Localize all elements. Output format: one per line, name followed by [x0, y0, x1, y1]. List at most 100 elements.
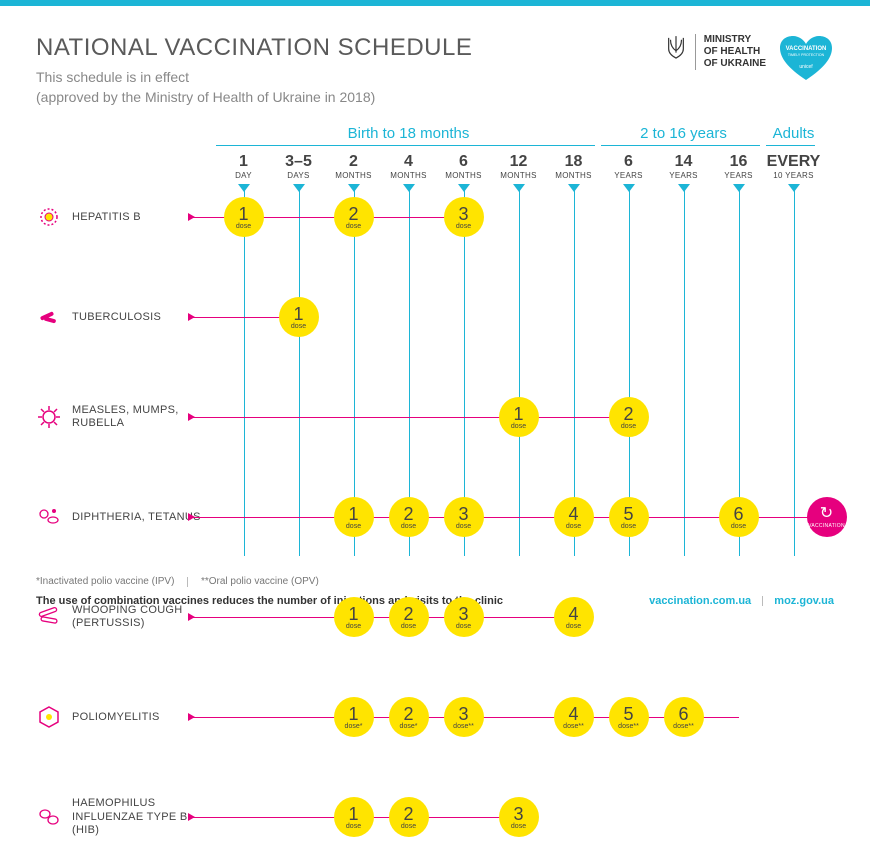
- dose-number: 1: [513, 405, 523, 423]
- age-number: 4: [381, 154, 436, 170]
- dose-number: 4: [568, 705, 578, 723]
- svg-text:TIMELY PROTECTION: TIMELY PROTECTION: [788, 53, 825, 57]
- revaccination-label: VACCINATION: [808, 523, 845, 529]
- dose-marker: 4dose**: [554, 697, 594, 737]
- dose-marker: 1dose*: [334, 697, 374, 737]
- dose-number: 3: [458, 505, 468, 523]
- grid: HEPATITIS B1dose2dose3dose TUBERCULOSIS1…: [36, 192, 834, 562]
- dose-label: dose: [346, 823, 361, 830]
- header: NATIONAL VACCINATION SCHEDULE This sched…: [36, 34, 834, 107]
- bacilli-icon: [36, 304, 62, 330]
- dose-marker: 2dose: [389, 797, 429, 837]
- dose-marker: 1dose: [224, 197, 264, 237]
- dose-label: dose: [291, 323, 306, 330]
- page-title: NATIONAL VACCINATION SCHEDULE: [36, 34, 472, 62]
- footnote-opv: **Oral polio vaccine (OPV): [201, 576, 319, 587]
- age-header: 1 DAY 3–5 DAYS 2 MONTHS 4 MONTHS 6 MONTH…: [216, 144, 834, 192]
- dose-number: 3: [458, 205, 468, 223]
- age-unit: YEARS: [601, 171, 656, 180]
- vaccine-row: TUBERCULOSIS 1dose: [36, 292, 834, 342]
- vaccination-badge: VACCINATION TIMELY PROTECTION unicef: [778, 34, 834, 82]
- dose-number: 2: [623, 405, 633, 423]
- dose-number: 2: [403, 605, 413, 623]
- dose-number: 3: [458, 605, 468, 623]
- revaccination-marker: ↻VACCINATION: [807, 497, 847, 537]
- age-unit: MONTHS: [326, 171, 381, 180]
- age-number: 2: [326, 154, 381, 170]
- age-number: 1: [216, 154, 271, 170]
- age-unit: MONTHS: [546, 171, 601, 180]
- vaccine-name: DIPHTHERIA, TETANUS: [72, 511, 201, 524]
- age-group-label: 2 to 16 years: [601, 125, 766, 142]
- dose-number: 6: [678, 705, 688, 723]
- dose-number: 1: [348, 605, 358, 623]
- age-unit: YEARS: [711, 171, 766, 180]
- rods-icon: [36, 604, 62, 630]
- trident-icon: [665, 34, 687, 62]
- virus-circle-icon: [36, 204, 62, 230]
- dose-label: dose: [236, 223, 251, 230]
- ministry-logo: MINISTRY OF HEALTH OF UKRAINE: [665, 34, 766, 70]
- dose-number: 5: [623, 505, 633, 523]
- timeline-line: [188, 417, 629, 418]
- dose-label: dose: [566, 623, 581, 630]
- dose-label: dose: [346, 223, 361, 230]
- dose-marker: 5dose**: [609, 697, 649, 737]
- dose-label: dose: [456, 223, 471, 230]
- age-unit: MONTHS: [381, 171, 436, 180]
- dose-number: 1: [348, 805, 358, 823]
- dose-number: 4: [568, 605, 578, 623]
- footnote-ipv: *Inactivated polio vaccine (IPV): [36, 576, 174, 587]
- dose-label: dose**: [673, 723, 694, 730]
- dose-label: dose: [621, 423, 636, 430]
- dose-label: dose: [401, 623, 416, 630]
- dose-marker: 1dose: [334, 797, 374, 837]
- vaccine-row: WHOOPING COUGH (PERTUSSIS)1dose2dose3dos…: [36, 592, 834, 642]
- age-unit: MONTHS: [491, 171, 546, 180]
- dose-label: dose: [511, 423, 526, 430]
- vaccine-row: HEPATITIS B1dose2dose3dose: [36, 192, 834, 242]
- arrow-icon: [188, 813, 195, 821]
- age-unit: 10 YEARS: [766, 171, 821, 180]
- dose-label: dose: [401, 523, 416, 530]
- dose-marker: 5dose: [609, 497, 649, 537]
- arrow-icon: [188, 513, 195, 521]
- dose-label: dose: [346, 623, 361, 630]
- dose-label: dose*: [345, 723, 363, 730]
- ministry-text: MINISTRY OF HEALTH OF UKRAINE: [695, 34, 766, 70]
- dose-label: dose: [566, 523, 581, 530]
- dose-marker: 1dose: [279, 297, 319, 337]
- page-subtitle: This schedule is in effect (approved by …: [36, 68, 472, 107]
- age-unit: MONTHS: [436, 171, 491, 180]
- dose-number: 1: [348, 705, 358, 723]
- dose-number: 2: [403, 805, 413, 823]
- age-number: 12: [491, 154, 546, 170]
- logos: MINISTRY OF HEALTH OF UKRAINE VACCINATIO…: [665, 34, 834, 82]
- vaccine-row: HAEMOPHILUS INFLUENZAE TYPE B (HIB)1dose…: [36, 792, 834, 842]
- dose-marker: 2dose: [389, 497, 429, 537]
- svg-text:unicef: unicef: [799, 64, 813, 70]
- dose-label: dose: [456, 623, 471, 630]
- dose-number: 5: [623, 705, 633, 723]
- dose-marker: 6dose: [719, 497, 759, 537]
- age-group-label: Adults: [766, 125, 821, 142]
- heart-icon: VACCINATION TIMELY PROTECTION unicef: [778, 34, 834, 82]
- age-number: 14: [656, 154, 711, 170]
- dose-marker: 2dose: [609, 397, 649, 437]
- dose-label: dose*: [400, 723, 418, 730]
- footnotes: *Inactivated polio vaccine (IPV) **Oral …: [36, 576, 834, 587]
- dose-marker: 2dose: [334, 197, 374, 237]
- dose-marker: 2dose*: [389, 697, 429, 737]
- dose-label: dose: [511, 823, 526, 830]
- vaccine-name: TUBERCULOSIS: [72, 311, 161, 324]
- dose-number: 2: [403, 705, 413, 723]
- dose-label: dose**: [618, 723, 639, 730]
- timeline-line: [188, 617, 574, 618]
- dose-number: 3: [513, 805, 523, 823]
- page: NATIONAL VACCINATION SCHEDULE This sched…: [0, 6, 870, 623]
- footnote-sep: [187, 577, 188, 587]
- age-number: 16: [711, 154, 766, 170]
- arrow-icon: [188, 313, 195, 321]
- dose-label: dose: [621, 523, 636, 530]
- title-block: NATIONAL VACCINATION SCHEDULE This sched…: [36, 34, 472, 107]
